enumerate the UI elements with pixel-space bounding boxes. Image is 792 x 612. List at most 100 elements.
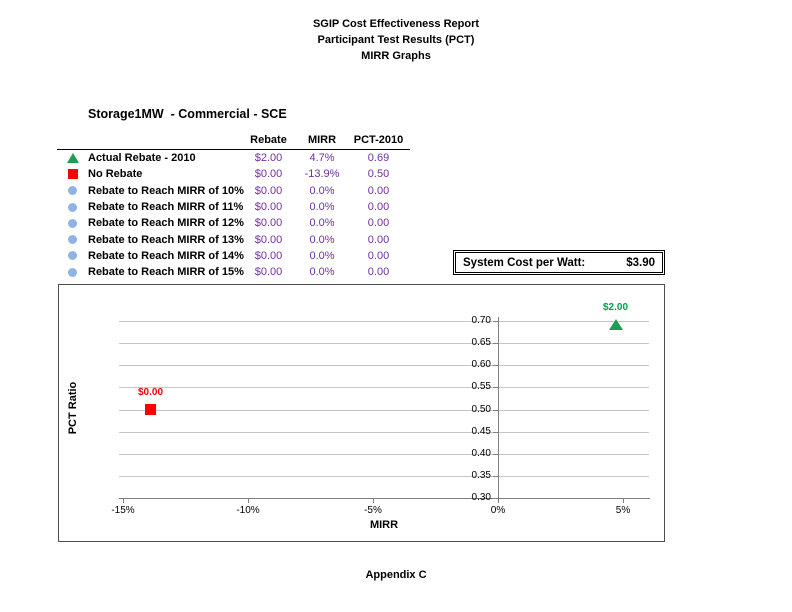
table-row: Rebate to Reach MIRR of 12% $0.00 0.0% 0.00 <box>57 215 410 231</box>
page-title-line-2: Participant Test Results (PCT) <box>317 34 475 46</box>
triangle-icon-cell <box>57 153 88 164</box>
row-label: Rebate to Reach MIRR of 11% <box>88 201 244 214</box>
row-rebate-value: $0.00 <box>254 249 283 262</box>
report-title: Storage1MW - Commercial - SCE <box>88 107 287 121</box>
x-axis-tick <box>373 498 374 503</box>
table-header-row: Rebate MIRR PCT-2010 <box>57 131 410 150</box>
square-icon <box>67 169 78 180</box>
circle-icon <box>68 251 77 261</box>
y-axis-tick <box>493 387 498 389</box>
gridline <box>119 431 649 433</box>
y-axis-label: 0.60 <box>471 359 491 371</box>
row-mirr-value: 0.0% <box>309 249 335 262</box>
gridline <box>119 321 649 322</box>
table-row: Rebate to Reach MIRR of 10% $0.00 0.0% 0.00 <box>57 183 410 199</box>
row-label: Actual Rebate - 2010 <box>88 152 196 165</box>
data-point-marker <box>145 404 156 415</box>
table-row: Rebate to Reach MIRR of 14% $0.00 0.0% 0.00 <box>57 248 410 264</box>
gridline <box>119 365 649 367</box>
row-pct-value: 0.00 <box>367 266 390 279</box>
row-mirr-value: -13.9% <box>304 168 340 181</box>
gridline <box>119 475 649 477</box>
y-axis-tick <box>493 498 498 499</box>
page-title: SGIP Cost Effectiveness Report Participa… <box>0 16 792 64</box>
system-cost-value: $3.90 <box>626 256 655 269</box>
y-axis-tick <box>493 475 498 477</box>
circle-icon <box>68 202 77 212</box>
y-axis-tick <box>493 453 498 455</box>
column-header-pct-2010: PCT-2010 <box>353 134 404 146</box>
row-rebate-value: $0.00 <box>254 184 283 197</box>
system-cost-label: System Cost per Watt: <box>463 256 586 269</box>
gridline <box>119 387 649 389</box>
row-label: No Rebate <box>88 168 143 181</box>
x-axis-label: -15% <box>111 505 135 516</box>
triangle-icon <box>66 153 79 164</box>
y-axis-tick <box>493 431 498 433</box>
table-row: Actual Rebate - 2010 $2.00 4.7% 0.69 <box>57 150 410 166</box>
row-pct-value: 0.00 <box>367 249 390 262</box>
table-row: Rebate to Reach MIRR of 13% $0.00 0.0% 0.00 <box>57 231 410 247</box>
row-mirr-value: 0.0% <box>309 233 335 246</box>
circle-icon <box>68 267 77 277</box>
circle-icon-cell <box>57 202 88 212</box>
row-label: Rebate to Reach MIRR of 14% <box>88 249 244 262</box>
x-axis-title: MIRR <box>369 519 399 531</box>
system-cost-box: System Cost per Watt: $3.90 <box>453 250 665 275</box>
row-pct-value: 0.00 <box>367 217 390 230</box>
row-label: Rebate to Reach MIRR of 15% <box>88 266 244 279</box>
circle-icon <box>68 218 77 228</box>
circle-icon-cell <box>57 267 88 277</box>
x-axis-tick <box>248 498 249 503</box>
row-pct-value: 0.00 <box>367 184 390 197</box>
y-axis-title: PCT Ratio <box>67 381 79 435</box>
table-row: Rebate to Reach MIRR of 11% $0.00 0.0% 0.00 <box>57 199 410 215</box>
y-axis-label: 0.70 <box>471 315 491 326</box>
data-point-label: $0.00 <box>137 386 164 398</box>
page-title-line-1: SGIP Cost Effectiveness Report <box>312 18 480 30</box>
circle-icon-cell <box>57 251 88 261</box>
row-rebate-value: $0.00 <box>254 233 283 246</box>
row-mirr-value: 0.0% <box>309 184 335 197</box>
gridline <box>119 343 649 345</box>
x-axis-line <box>119 498 650 499</box>
y-axis-tick <box>493 365 498 367</box>
y-axis-label: 0.50 <box>471 403 491 415</box>
circle-icon <box>68 186 77 196</box>
legend-table: Rebate MIRR PCT-2010 Actual Rebate - 201… <box>57 131 410 280</box>
appendix-label: Appendix C <box>365 569 427 581</box>
square-icon-cell <box>57 169 88 180</box>
row-label: Rebate to Reach MIRR of 12% <box>88 217 244 230</box>
row-mirr-value: 4.7% <box>309 152 335 165</box>
table-row: Rebate to Reach MIRR of 15% $0.00 0.0% 0.00 <box>57 264 410 280</box>
mirr-chart: MIRR PCT Ratio 0.30 0.35 0.40 0.45 0.50 0.55 0… <box>58 284 665 542</box>
data-point-marker <box>608 319 623 331</box>
gridline <box>119 453 649 455</box>
circle-icon-cell <box>57 218 88 228</box>
x-axis-tick <box>498 498 499 503</box>
x-axis-label: -10% <box>236 505 260 516</box>
table-row: No Rebate $0.00 -13.9% 0.50 <box>57 166 410 182</box>
column-header-rebate: Rebate <box>250 134 287 146</box>
row-rebate-value: $0.00 <box>254 168 283 181</box>
y-axis-tick <box>493 409 498 411</box>
y-axis-label: 0.65 <box>471 337 491 349</box>
y-axis-label: 0.35 <box>471 469 491 481</box>
row-pct-value: 0.00 <box>367 201 390 214</box>
y-axis-tick <box>493 343 498 345</box>
row-rebate-value: $0.00 <box>254 217 283 230</box>
row-rebate-value: $0.00 <box>254 266 283 279</box>
row-pct-value: 0.50 <box>367 168 390 181</box>
row-mirr-value: 0.0% <box>309 201 335 214</box>
row-mirr-value: 0.0% <box>309 217 335 230</box>
x-axis-label: 0% <box>490 505 506 516</box>
y-axis-label: 0.40 <box>471 447 491 459</box>
row-rebate-value: $2.00 <box>254 152 283 165</box>
x-axis-label: 5% <box>615 505 631 516</box>
gridline <box>119 409 649 411</box>
x-axis-tick <box>623 498 624 503</box>
table-body: Actual Rebate - 2010 $2.00 4.7% 0.69 No Reba… <box>57 150 410 280</box>
circle-icon-cell <box>57 186 88 196</box>
data-point-label: $2.00 <box>602 302 629 314</box>
row-label: Rebate to Reach MIRR of 10% <box>88 184 244 197</box>
